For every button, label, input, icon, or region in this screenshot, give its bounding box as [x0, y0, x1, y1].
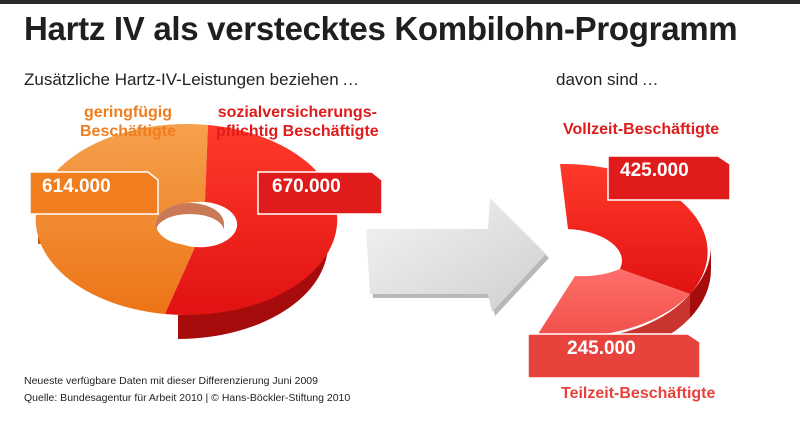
tag-245-box [527, 333, 701, 379]
category-label-sozialversicherungspflichtig: sozialversicherungs- pflichtig Beschäfti… [216, 103, 379, 141]
transition-arrow [366, 198, 549, 316]
category-label-geringfuegig: geringfügig Beschäftigte [80, 103, 176, 141]
value-tags [29, 155, 731, 379]
source-line: Quelle: Bundesagentur für Arbeit 2010 | … [24, 392, 351, 404]
value-label-425000: 425.000 [620, 160, 689, 181]
tag-425-box [607, 155, 731, 201]
category-label-line: geringfügig [84, 104, 172, 121]
donut-left [35, 124, 338, 339]
category-label-line: Beschäftigte [80, 123, 177, 140]
donut-left-hole-inner [156, 203, 224, 231]
tag-614-box [29, 171, 159, 215]
arrow-body [366, 198, 546, 312]
category-label-line: pflichtig Beschäftigte [216, 123, 379, 140]
category-label-line: sozialversicherungs- [217, 104, 377, 121]
chart-canvas [29, 124, 731, 379]
donut-right-slice-light [538, 269, 690, 337]
footnote: Neueste verfügbare Daten mit dieser Diff… [24, 375, 318, 387]
value-label-670000: 670.000 [272, 176, 341, 197]
chart-title: Hartz IV als verstecktes Kombilohn-Progr… [24, 10, 738, 47]
tag-670-box [257, 171, 383, 215]
donut-right-side-red [690, 244, 712, 318]
value-label-614000: 614.000 [42, 176, 111, 197]
category-label-teilzeit: Teilzeit-Beschäftigte [561, 385, 716, 402]
subtitle-left: Zusätzliche Hartz-IV-Leistungen beziehen… [24, 70, 360, 89]
value-label-245000: 245.000 [567, 338, 636, 359]
category-label-vollzeit: Vollzeit-Beschäftigte [563, 121, 720, 138]
subtitle-right: davon sind … [556, 70, 659, 89]
